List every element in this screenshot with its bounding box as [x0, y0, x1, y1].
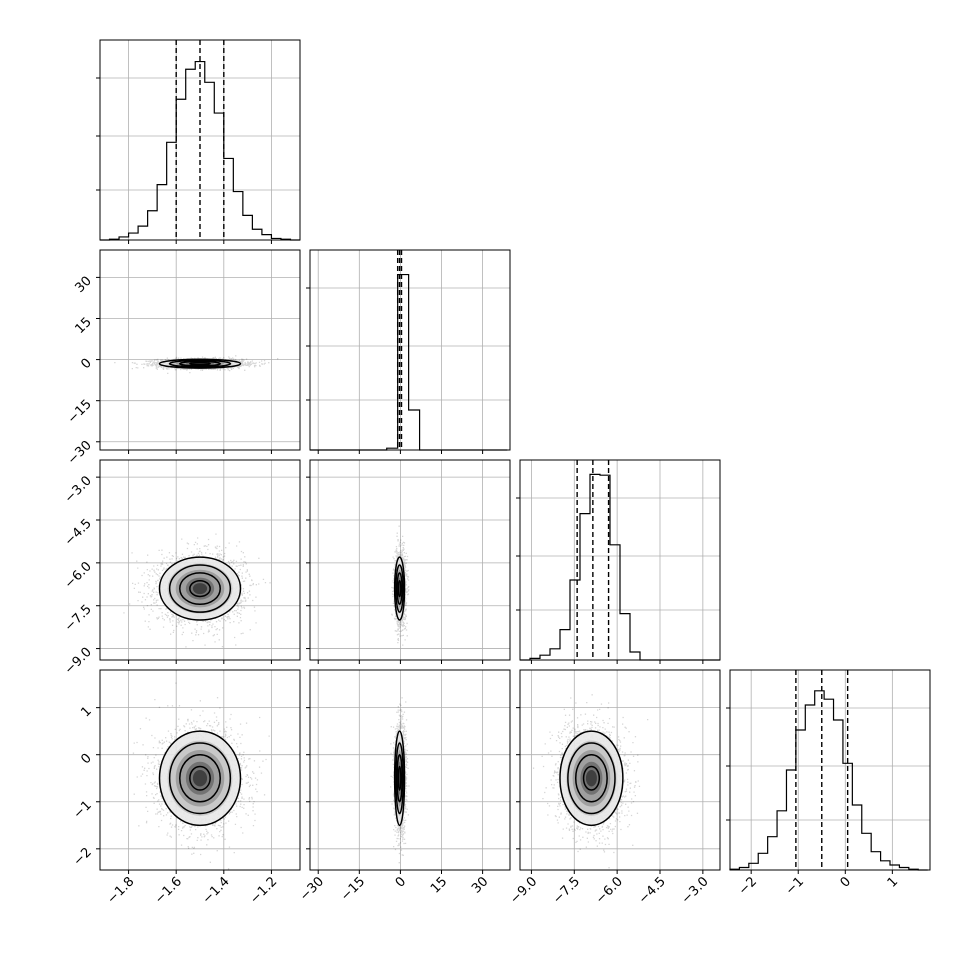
panel-background — [310, 460, 510, 660]
y-tick-label: −1 — [71, 798, 95, 822]
panel-frame — [729, 669, 931, 871]
joint-panel-0-3: −1.8 −1.6 −1.4 −1.2 −2 −1 0 1 — [71, 669, 301, 907]
panel-frame — [309, 249, 511, 451]
x-tick-label: 0 — [393, 874, 409, 890]
x-tick-label: −4.5 — [636, 874, 669, 907]
x-tick-label: −15 — [338, 874, 368, 904]
contour-line — [179, 572, 221, 606]
y-tick-label: −4.5 — [62, 516, 95, 549]
joint-panel-2-3: −9.0 −7.5 −6.0 −4.5 −3.0 — [507, 669, 721, 907]
panel-frame — [519, 459, 721, 661]
panel-frame — [309, 669, 511, 871]
contour-line — [393, 730, 406, 827]
x-tick-label: −3.0 — [679, 874, 712, 907]
joint-panel-0-2: −9.0 −7.5 −6.0 −4.5 −3.0 — [62, 459, 301, 678]
y-tick-label: 15 — [73, 315, 95, 337]
y-tick-label: −2 — [71, 845, 95, 869]
panel-frame — [99, 249, 301, 451]
contour-line — [168, 359, 232, 368]
panel-frame — [99, 39, 301, 241]
x-tick-label: 30 — [469, 874, 491, 896]
contour-line — [396, 572, 403, 606]
y-tick-label: 0 — [78, 751, 94, 767]
density-shade — [398, 770, 401, 787]
x-tick-label: −1 — [783, 874, 807, 898]
x-tick-label: 0 — [838, 874, 854, 890]
x-tick-label: −1.8 — [104, 874, 137, 907]
y-tick-label: −9.0 — [62, 645, 95, 678]
x-tick-label: −7.5 — [550, 874, 583, 907]
y-tick-label: 30 — [73, 274, 95, 296]
contour-line — [179, 753, 221, 803]
x-tick-label: −1.6 — [152, 874, 185, 907]
contour-line — [574, 753, 608, 803]
contour-line — [397, 579, 402, 598]
contour-line — [168, 564, 232, 613]
histogram-panel-2 — [516, 459, 721, 664]
contour-line — [158, 556, 242, 621]
y-tick-label: −30 — [65, 438, 95, 468]
y-tick-label: −3.0 — [62, 473, 95, 506]
density-shade — [192, 770, 208, 787]
joint-panel-1-2 — [306, 459, 511, 664]
panel-frame — [99, 669, 301, 871]
contour-line — [189, 579, 211, 598]
contour-line — [158, 730, 242, 827]
x-tick-label: −2 — [736, 874, 760, 898]
histogram-step — [729, 690, 928, 871]
panel-frame — [519, 669, 721, 871]
histogram-panel-1 — [306, 249, 511, 454]
contour-line — [395, 564, 405, 613]
contour-line — [582, 765, 601, 791]
contour-line — [189, 361, 211, 366]
contour-line — [567, 742, 616, 815]
panel-background — [100, 250, 300, 450]
histogram-panel-0 — [96, 39, 301, 244]
contour-line — [189, 765, 211, 791]
contour-line — [168, 742, 232, 815]
panel-frame — [99, 459, 301, 661]
contour-line — [397, 765, 402, 791]
contour-line — [559, 730, 624, 827]
contour-line — [179, 360, 221, 367]
panel-background — [310, 250, 510, 450]
histogram-step — [100, 60, 300, 241]
density-shade — [192, 583, 208, 595]
contour-line — [393, 556, 406, 621]
joint-panel-1-3: −30 −15 0 15 30 — [297, 669, 511, 904]
panel-frame — [309, 459, 511, 661]
x-tick-label: −30 — [297, 874, 327, 904]
density-shade — [398, 583, 401, 595]
x-tick-label: 1 — [885, 874, 901, 890]
y-tick-label: −15 — [65, 397, 95, 427]
x-tick-label: −9.0 — [507, 874, 540, 907]
x-tick-label: 15 — [428, 874, 450, 896]
x-tick-label: −1.2 — [247, 874, 280, 907]
x-tick-label: −1.4 — [200, 874, 233, 907]
contour-line — [395, 742, 405, 815]
x-tick-label: −6.0 — [593, 874, 626, 907]
histogram-panel-3: −2 −1 0 1 — [726, 669, 931, 898]
y-tick-label: 1 — [78, 704, 94, 720]
contour-line — [396, 753, 403, 803]
y-tick-label: 0 — [78, 356, 94, 372]
panel-background — [310, 670, 510, 870]
y-tick-label: −6.0 — [62, 559, 95, 592]
y-tick-label: −7.5 — [62, 602, 95, 635]
panel-background — [730, 670, 930, 870]
joint-panel-0-1: −30 −15 0 15 30 — [65, 249, 301, 468]
contour-line — [158, 358, 242, 369]
density-shade — [585, 770, 597, 787]
